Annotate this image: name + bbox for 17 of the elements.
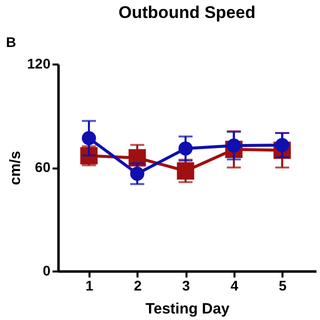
point	[275, 138, 290, 152]
y-tick-label: 60	[34, 159, 51, 175]
y-axis-title: cm/s	[7, 150, 24, 186]
point	[82, 131, 96, 146]
x-tick-label: 4	[230, 278, 238, 294]
point	[178, 141, 193, 156]
chart-title: Outbound Speed	[118, 3, 256, 22]
point	[176, 162, 194, 180]
text: B	[6, 34, 16, 50]
x-tick-label: 5	[278, 278, 287, 294]
x-tick-label: 3	[182, 278, 190, 294]
x-axis-title: Testing Day	[146, 300, 230, 318]
x-tick-label: 2	[134, 278, 142, 294]
point	[130, 166, 144, 181]
y-tick-label: 0	[42, 262, 51, 278]
x-tick-label: 1	[86, 278, 94, 294]
y-tick-label: 120	[27, 56, 51, 72]
